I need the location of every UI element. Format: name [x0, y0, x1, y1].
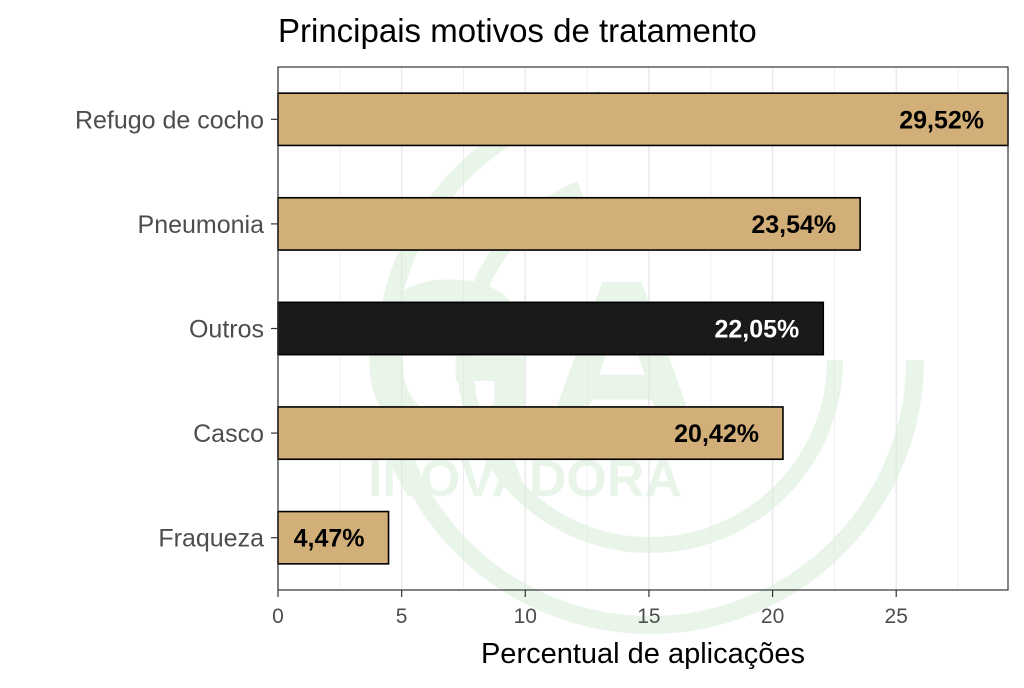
- bar-value-label: 22,05%: [714, 316, 799, 344]
- x-axis-label: Percentual de aplicações: [481, 638, 805, 670]
- panel-border: [277, 66, 1009, 591]
- x-tick-label: 0: [272, 605, 284, 628]
- chart-title: Principais motivos de tratamento: [278, 12, 757, 49]
- bar: [277, 301, 825, 356]
- watermark-logo: GA INOVADORA: [360, 86, 924, 634]
- bar-value-label: 4,47%: [294, 525, 365, 553]
- category-labels: Refugo de cocho Pneumonia Outros Casco Fraqu…: [75, 106, 278, 553]
- x-tick-label: 5: [396, 605, 408, 628]
- bar-value-label: 23,54%: [751, 211, 836, 239]
- x-tick-label: 25: [885, 605, 908, 628]
- bar: [277, 196, 861, 251]
- category-label: Refugo de cocho: [75, 106, 264, 134]
- category-label: Pneumonia: [138, 211, 265, 239]
- category-label: Fraqueza: [158, 525, 264, 553]
- watermark-arc-inner: [457, 167, 843, 553]
- bar: [277, 406, 784, 461]
- bar-value-label: 29,52%: [899, 106, 984, 134]
- bar-value-label: 20,42%: [674, 420, 759, 448]
- bar: [277, 510, 390, 565]
- category-label: Casco: [193, 420, 264, 448]
- data-labels: 29,52% 23,54% 22,05% 20,42% 4,47%: [294, 106, 984, 552]
- x-tick-label: 15: [637, 605, 660, 628]
- x-axis-ticks: 0 5 10 15 20 25: [272, 590, 908, 628]
- x-tick-label: 20: [761, 605, 784, 628]
- category-label: Outros: [189, 316, 264, 344]
- bars: [277, 92, 1009, 565]
- x-tick-label: 10: [514, 605, 537, 628]
- watermark-arc-outer: [376, 86, 924, 634]
